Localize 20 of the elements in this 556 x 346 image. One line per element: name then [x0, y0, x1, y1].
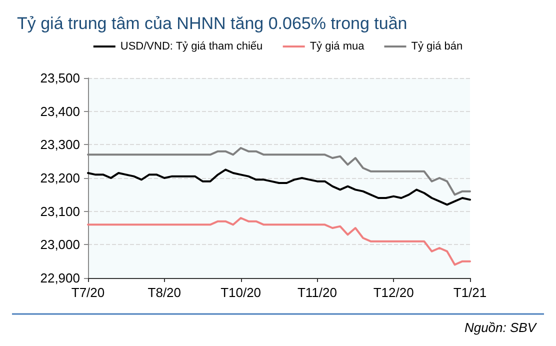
y-tick-label: 23,100 [40, 204, 80, 219]
y-tick-label: 23,200 [40, 170, 80, 186]
x-tick-label: T8/20 [148, 285, 182, 300]
y-tick-label: 23,300 [40, 137, 80, 152]
y-tick-label: 23,500 [40, 70, 80, 86]
y-tick-label: 23,000 [40, 237, 80, 252]
x-tick-label: T10/20 [220, 285, 262, 300]
y-tick-label: 22,900 [40, 270, 80, 286]
line-series [87, 217, 471, 266]
text: Nguồn: SBV [464, 320, 538, 335]
legend-label: Tỷ giá bán [411, 40, 463, 52]
legend-label: Tỷ giá mua [310, 40, 366, 52]
x-tick-label: T1/21 [453, 285, 487, 300]
chart-title: Tỷ giá trung tâm của NHNN tăng 0.065% trong tuần [17, 14, 408, 33]
x-tick-label: T12/20 [373, 285, 414, 300]
line-series [87, 168, 471, 206]
x-tick-label: T11/20 [297, 285, 337, 300]
y-tick-label: 23,400 [40, 104, 80, 119]
x-tick-label: T7/20 [71, 285, 105, 300]
legend-label: USD/VND: Tỷ giá tham chiếu [120, 40, 263, 52]
